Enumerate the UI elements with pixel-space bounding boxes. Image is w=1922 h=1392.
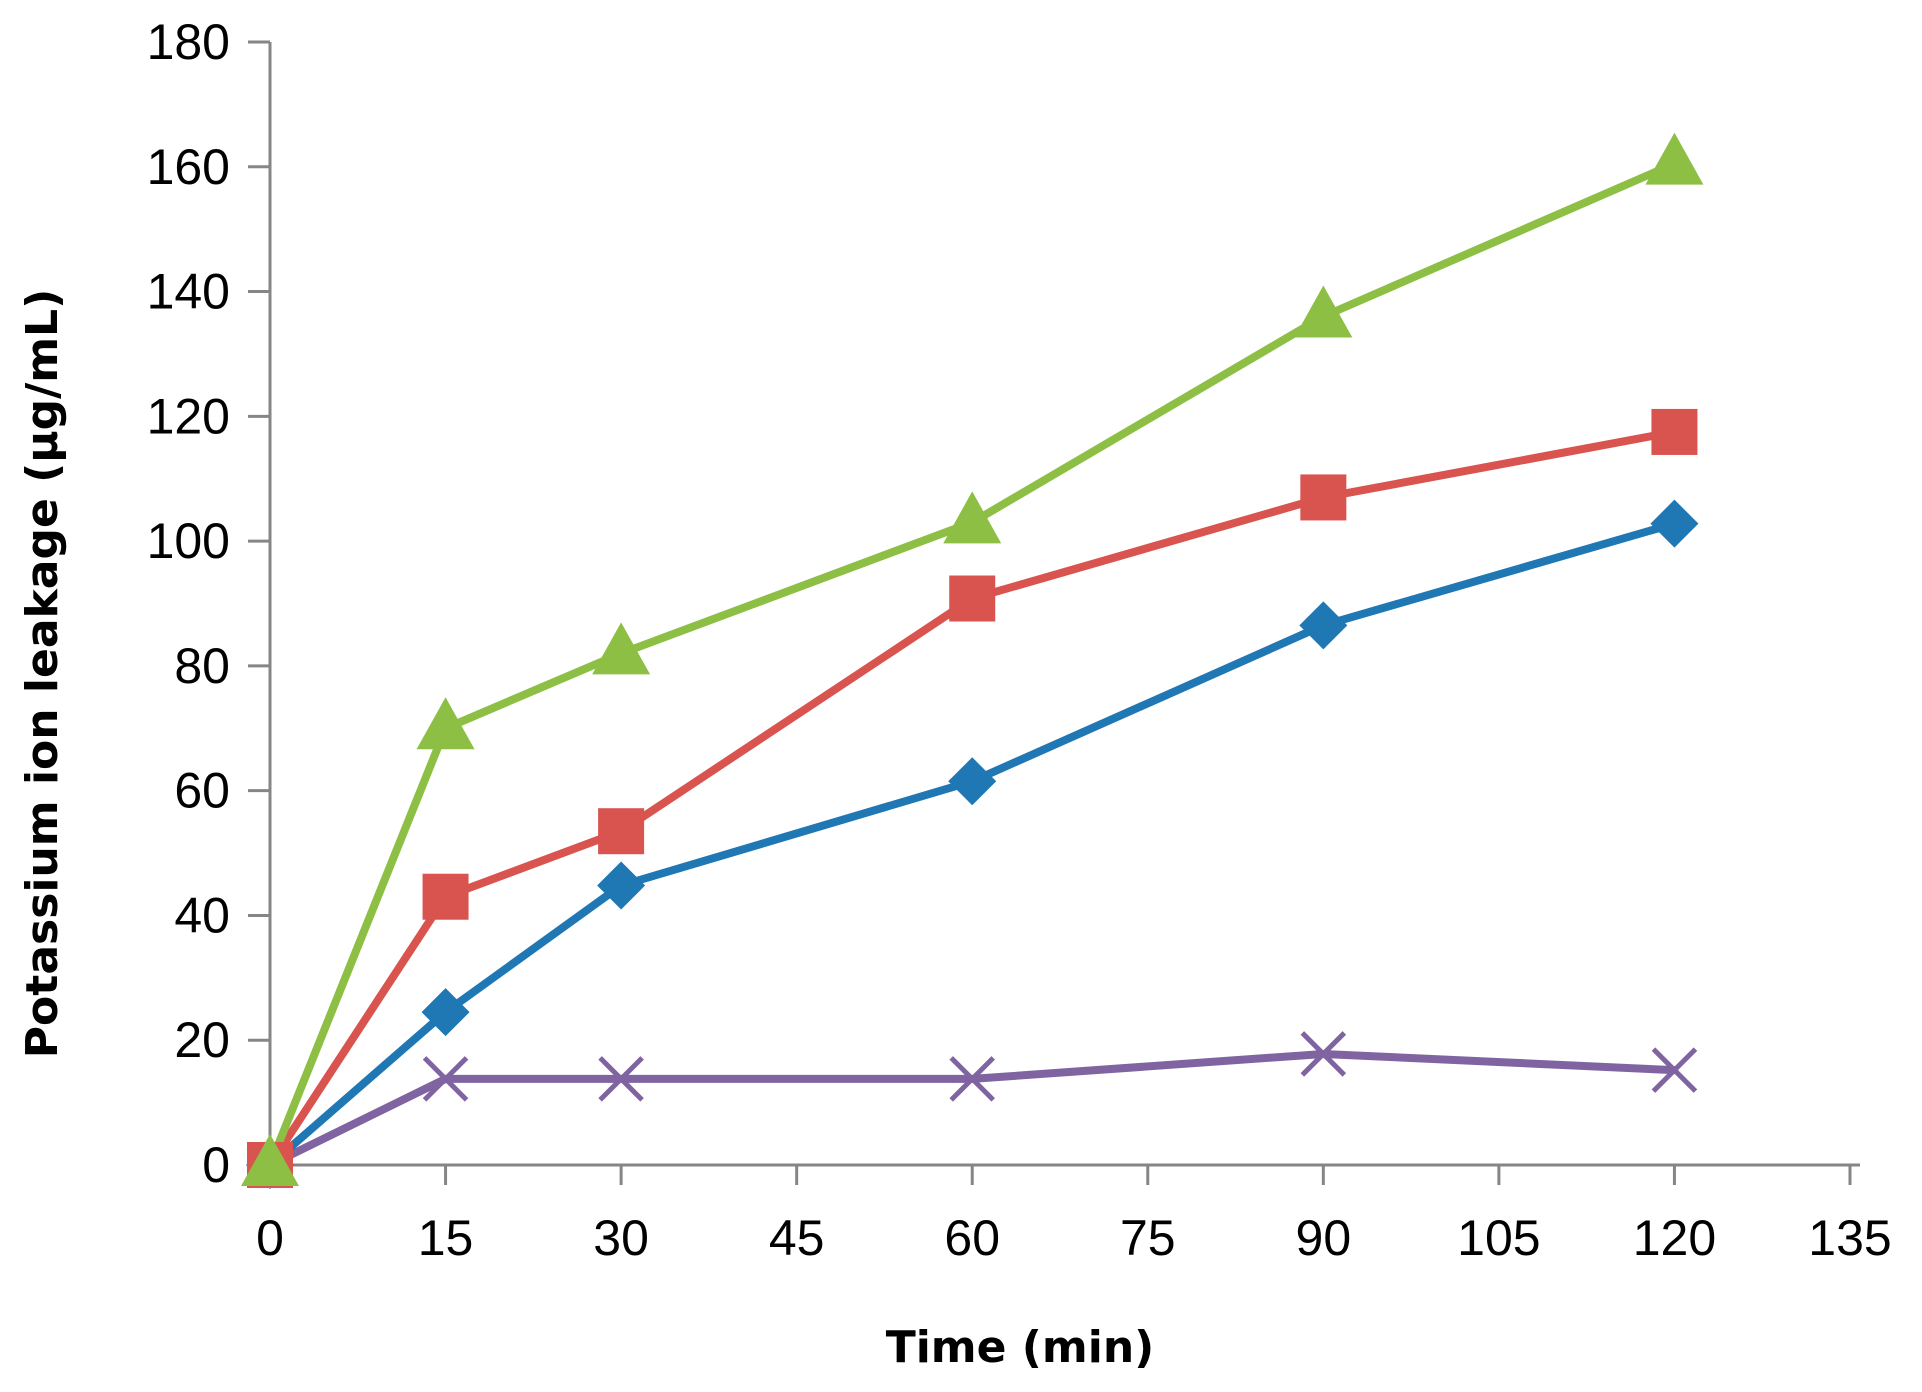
data-point-x: [1300, 1031, 1347, 1077]
y-tick-label: 0: [202, 1137, 230, 1193]
x-marker-stroke: [598, 1056, 644, 1102]
series-markers: [241, 132, 1704, 1189]
x-tick-label: 75: [1120, 1210, 1176, 1266]
data-point-diamond: [1299, 601, 1348, 650]
x-axis-title: Time (min): [886, 1322, 1155, 1373]
y-tick-label: 180: [147, 14, 230, 70]
y-tick-label: 20: [174, 1012, 230, 1068]
data-point-triangle: [1294, 285, 1353, 338]
y-tick-label: 40: [174, 887, 230, 943]
y-tick-label: 120: [147, 388, 230, 444]
data-point-x: [598, 1056, 644, 1102]
y-tick-label: 140: [147, 264, 230, 320]
series-lines: [266, 159, 1679, 1169]
data-point-triangle: [416, 697, 475, 750]
x-tick-label: 135: [1808, 1210, 1891, 1266]
data-point-triangle: [1645, 132, 1704, 185]
data-point-square: [949, 575, 996, 622]
data-point-diamond: [597, 861, 646, 910]
y-ticks: 0 20 40 60 80 100 120 140 160 180: [147, 14, 270, 1193]
x-tick-label: 105: [1457, 1210, 1540, 1266]
data-point-square: [422, 873, 469, 920]
x-tick-label: 45: [769, 1210, 825, 1266]
y-tick-label: 80: [174, 638, 230, 694]
series-line-x: [266, 1049, 1679, 1169]
data-point-square: [1651, 408, 1698, 455]
series-line-diamond: [266, 519, 1679, 1169]
data-point-square: [598, 808, 645, 855]
data-point-diamond: [1650, 499, 1699, 548]
axes: 0 20 40 60 80 100 120 140 160 180 0 15 30 45 60 75 90 10…: [147, 14, 1892, 1266]
x-tick-label: 120: [1633, 1210, 1716, 1266]
series-line-triangle: [266, 159, 1679, 1169]
y-tick-label: 60: [174, 763, 230, 819]
data-point-triangle: [592, 622, 651, 675]
x-marker-stroke: [1651, 1047, 1698, 1093]
data-point-diamond: [948, 757, 997, 806]
x-marker-stroke: [1300, 1031, 1347, 1077]
x-marker-stroke: [422, 1056, 469, 1102]
data-point-diamond: [421, 988, 470, 1037]
x-tick-label: 15: [418, 1210, 474, 1266]
data-point-x: [949, 1056, 995, 1102]
data-point-triangle: [943, 491, 1002, 544]
y-tick-label: 160: [147, 139, 230, 195]
series-line-square: [266, 427, 1679, 1169]
x-tick-label: 90: [1296, 1210, 1352, 1266]
data-point-square: [1300, 474, 1347, 521]
y-tick-label: 100: [147, 513, 230, 569]
x-tick-label: 0: [256, 1210, 284, 1266]
x-marker-stroke: [949, 1056, 995, 1102]
x-tick-label: 60: [944, 1210, 1000, 1266]
x-tick-label: 30: [593, 1210, 649, 1266]
data-point-x: [422, 1056, 469, 1102]
y-axis-title: Potassium ion leakage (µg/mL): [17, 289, 68, 1058]
data-point-triangle: [241, 1134, 299, 1186]
data-point-x: [1651, 1047, 1698, 1093]
x-ticks: 0 15 30 45 60 75 90 105 120 135: [256, 1165, 1892, 1266]
